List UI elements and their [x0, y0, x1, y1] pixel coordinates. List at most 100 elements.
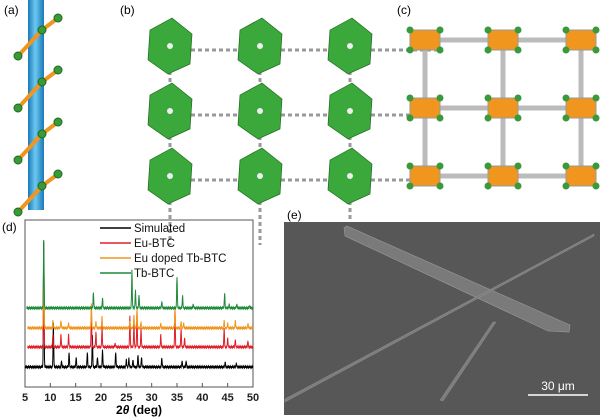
series-line-simulated: [24, 241, 254, 370]
helix-chain: [13, 13, 63, 217]
helix-link: [16, 184, 44, 214]
legend-label: Tb-BTC: [134, 268, 174, 280]
panel-a: (a): [4, 0, 63, 217]
x-tick-label: 20: [95, 392, 107, 404]
node-cluster: [565, 165, 597, 187]
helix-axis-rod: [28, 0, 44, 210]
panel-c: (c): [397, 3, 600, 190]
metal-atom: [562, 26, 570, 34]
metal-atom: [484, 182, 492, 190]
series-group: [24, 239, 254, 370]
metal-atom: [562, 182, 570, 190]
metal-atom: [514, 182, 522, 190]
metal-atom: [484, 94, 492, 102]
x-axis-ticks: 5 10 15 20 25 30 35 40 45 50: [22, 383, 259, 404]
series-line-eu-btc: [27, 283, 254, 350]
node-cluster: [487, 29, 519, 51]
topology-framework: [406, 26, 600, 190]
helix-link: [16, 28, 44, 58]
metal-atom: [37, 129, 47, 139]
metal-atom: [406, 182, 414, 190]
metal-atom: [406, 94, 414, 102]
atom: [347, 108, 353, 114]
metal-atom: [436, 26, 444, 34]
metal-atom: [13, 103, 23, 113]
node-cluster: [409, 97, 441, 119]
node-cluster: [409, 165, 441, 187]
metal-atom: [13, 51, 23, 61]
metal-atom: [436, 162, 444, 170]
x-tick-label: 30: [146, 392, 158, 404]
metal-atom: [562, 114, 570, 122]
metal-atom: [592, 46, 600, 54]
panel-b-label: (b): [120, 3, 135, 17]
atom: [167, 108, 173, 114]
x-tick-label: 10: [44, 392, 56, 404]
x-tick-label: 25: [120, 392, 132, 404]
x-tick-label: 15: [70, 392, 82, 404]
metal-atom: [514, 26, 522, 34]
x-tick-label: 5: [22, 392, 28, 404]
panel-d-xrd-chart: (d) 5 10 15 20 25 30 35 40 45 50 2θ (deg) Simulat…: [2, 219, 259, 417]
atom: [257, 173, 263, 179]
node-cluster: [487, 165, 519, 187]
rod-crystal: [343, 225, 571, 333]
metal-atom: [592, 114, 600, 122]
legend: Simulated Eu-BTC Eu doped Tb-BTC Tb-BTC: [100, 223, 226, 280]
node-cluster: [487, 97, 519, 119]
legend-label: Eu doped Tb-BTC: [134, 253, 226, 265]
metal-atom: [484, 26, 492, 34]
metal-atom: [436, 94, 444, 102]
metal-atom: [484, 46, 492, 54]
metal-atom: [562, 94, 570, 102]
x-tick-label: 45: [222, 392, 234, 404]
atom: [347, 173, 353, 179]
node-cluster: [565, 29, 597, 51]
metal-atom: [53, 117, 63, 127]
metal-atom: [13, 155, 23, 165]
helix-link: [16, 132, 44, 162]
metal-atom: [53, 65, 63, 75]
metal-atom: [514, 94, 522, 102]
x-axis-label: 2θ (deg): [116, 403, 162, 417]
x-tick-label: 50: [247, 392, 259, 404]
atom: [167, 173, 173, 179]
atom: [257, 43, 263, 49]
metal-atom: [514, 46, 522, 54]
metal-atom: [592, 182, 600, 190]
metal-atom: [436, 182, 444, 190]
helix-link: [16, 80, 44, 110]
panel-a-label: (a): [4, 3, 19, 17]
metal-atom: [436, 46, 444, 54]
atom: [347, 43, 353, 49]
plot-frame: [24, 219, 254, 388]
x-tick-label: 40: [196, 392, 208, 404]
metal-atom: [37, 77, 47, 87]
metal-atom: [484, 114, 492, 122]
panel-c-label: (c): [397, 3, 411, 17]
panel-d-label: (d): [2, 220, 17, 234]
node-cluster: [565, 97, 597, 119]
metal-atom: [13, 207, 23, 217]
metal-atom: [436, 114, 444, 122]
legend-label: Simulated: [134, 223, 185, 235]
metal-atom: [484, 162, 492, 170]
atom: [167, 43, 173, 49]
metal-atom: [514, 162, 522, 170]
metal-atom: [406, 46, 414, 54]
short-crystal: [439, 321, 497, 402]
legend-label: Eu-BTC: [134, 238, 175, 250]
atom: [257, 108, 263, 114]
metal-atom: [562, 162, 570, 170]
metal-atom: [406, 114, 414, 122]
metal-atom: [53, 13, 63, 23]
metal-atom: [514, 114, 522, 122]
series-line-eu-doped-tb-btc: [27, 253, 254, 331]
metal-atom: [562, 46, 570, 54]
metal-atom: [37, 25, 47, 35]
metal-atom: [406, 26, 414, 34]
metal-atom: [406, 162, 414, 170]
series-line-tb-btc: [26, 239, 254, 311]
metal-atom: [592, 162, 600, 170]
